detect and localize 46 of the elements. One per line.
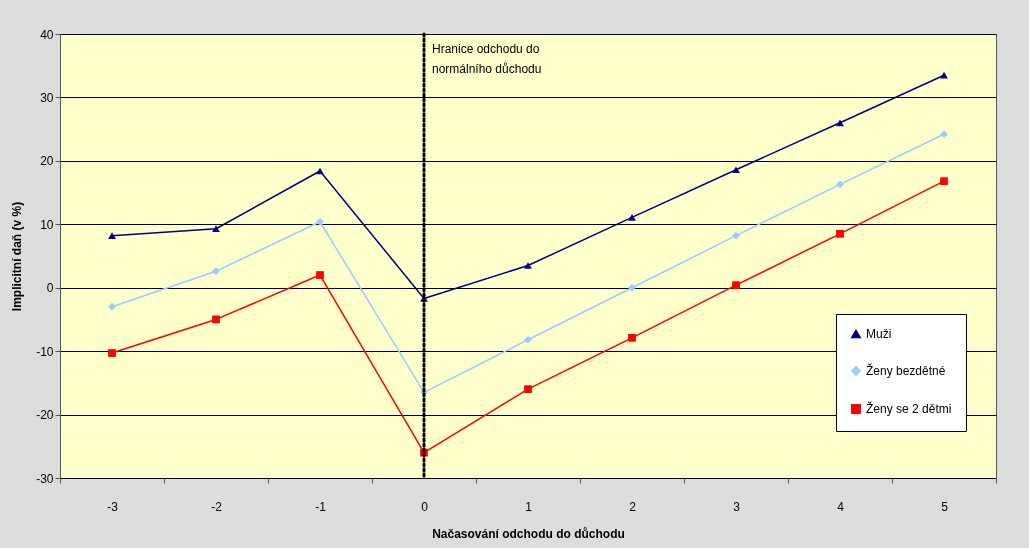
- point: [316, 271, 324, 279]
- y-axis-title: Implicitní daň (v %): [10, 201, 25, 312]
- point: [212, 315, 220, 324]
- point: [628, 283, 636, 292]
- x-tick-label: -1: [315, 499, 327, 514]
- point: [524, 262, 532, 269]
- point: [940, 177, 948, 186]
- point: [940, 130, 948, 139]
- point: [524, 335, 532, 344]
- y-tick-label: -30: [36, 471, 54, 486]
- y-tick-label: 0: [46, 281, 54, 296]
- point: [212, 225, 220, 233]
- point: [732, 231, 740, 240]
- x-tick-label: 4: [837, 499, 845, 514]
- point: [108, 302, 116, 311]
- y-tick-label: 30: [40, 90, 54, 105]
- point: [108, 349, 116, 357]
- x-tick-label: 1: [525, 499, 533, 514]
- x-tick-label: -3: [107, 499, 119, 514]
- point: [732, 166, 740, 174]
- y-tick-label: 40: [40, 27, 54, 42]
- x-tick-label: 5: [941, 499, 949, 514]
- x-tick-label: 2: [629, 499, 637, 514]
- x-tick-label: -2: [211, 499, 223, 514]
- point: [836, 119, 844, 127]
- x-axis-title: Načasování odchodu do důchodu: [432, 526, 625, 541]
- point: [628, 333, 636, 342]
- legend-label: Muži: [866, 327, 892, 341]
- point: [940, 71, 948, 79]
- point: [524, 385, 532, 394]
- point: [836, 229, 844, 238]
- y-tick-label: 10: [40, 217, 54, 232]
- ref-line-label: Hranice odchodu do normálního důchodu: [432, 42, 542, 76]
- point: [108, 232, 116, 240]
- x-tick-label: 3: [733, 499, 741, 514]
- legend-label: Ženy se 2 dětmi: [866, 401, 952, 416]
- y-tick-label: -20: [36, 408, 54, 423]
- x-tick-label: 0: [421, 499, 429, 514]
- y-tick-label: -10: [36, 344, 54, 359]
- legend-label: Ženy bezdětné: [866, 363, 946, 378]
- point: [628, 213, 636, 221]
- point: [836, 180, 844, 189]
- point: [212, 267, 220, 276]
- point: [316, 217, 324, 226]
- y-tick-label: 20: [40, 154, 54, 169]
- point: [732, 281, 740, 290]
